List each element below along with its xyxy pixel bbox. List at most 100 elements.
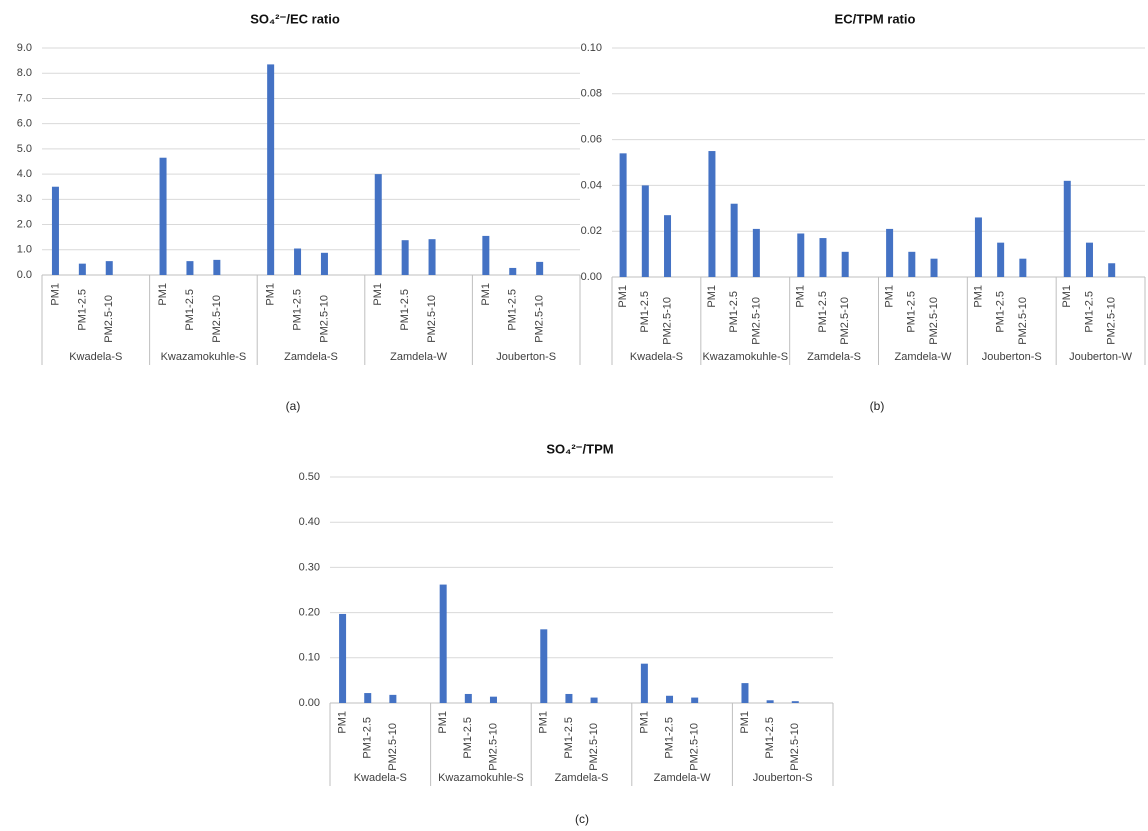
y-tick-label: 4.0 <box>17 168 32 180</box>
group-label: Kwazamokuhle-S <box>702 351 788 363</box>
bar <box>401 240 409 275</box>
y-tick-label: 0.00 <box>299 697 320 709</box>
bar <box>482 235 490 275</box>
group-label: Kwazamokuhle-S <box>438 772 524 784</box>
group-label: Jouberton-S <box>982 351 1042 363</box>
x-tick-label: PM1 <box>437 711 449 734</box>
y-tick-label: 0.04 <box>581 179 602 191</box>
x-tick-label: PM1 <box>795 285 807 308</box>
x-tick-label: PM2.5-10 <box>487 723 499 771</box>
x-tick-label: PM1 <box>617 285 629 308</box>
bar <box>741 683 749 703</box>
y-tick-label: 1.0 <box>17 244 32 256</box>
x-tick-label: PM1-2.5 <box>995 291 1007 333</box>
group-label: Zamdela-S <box>807 351 861 363</box>
bar <box>1108 263 1116 277</box>
y-tick-label: 0.00 <box>581 271 602 283</box>
y-tick-label: 0.06 <box>581 134 602 146</box>
y-tick-label: 0.10 <box>581 42 602 54</box>
x-tick-label: PM2.5-10 <box>426 295 438 343</box>
panel-label: (b) <box>870 399 885 413</box>
x-tick-label: PM1 <box>265 283 277 306</box>
bar <box>159 157 167 275</box>
x-tick-label: PM1-2.5 <box>563 717 575 759</box>
bar <box>565 693 573 703</box>
bar <box>105 261 113 275</box>
x-tick-label: PM1-2.5 <box>1083 291 1095 333</box>
y-tick-label: 3.0 <box>17 193 32 205</box>
x-tick-label: PM1-2.5 <box>399 289 411 331</box>
bar <box>213 259 221 275</box>
bar <box>797 233 805 277</box>
group-label: Kwazamokuhle-S <box>161 351 247 363</box>
bar <box>389 694 397 703</box>
bar <box>428 239 436 275</box>
chart-title: EC/TPM ratio <box>835 11 916 26</box>
bar <box>267 64 275 276</box>
bar <box>78 263 86 275</box>
group-label: Jouberton-S <box>753 772 813 784</box>
bar <box>464 693 472 703</box>
x-tick-label: PM1-2.5 <box>462 717 474 759</box>
panel-label: (c) <box>575 812 589 826</box>
x-tick-label: PM1-2.5 <box>663 717 675 759</box>
bar <box>1063 180 1071 277</box>
group-label: Jouberton-S <box>496 351 556 363</box>
bar <box>886 228 894 277</box>
y-tick-label: 0.10 <box>299 652 320 664</box>
y-tick-label: 0.02 <box>581 225 602 237</box>
y-tick-label: 0.40 <box>299 516 320 528</box>
x-tick-label: PM1 <box>336 711 348 734</box>
group-label: Zamdela-S <box>555 772 609 784</box>
bar <box>708 151 716 277</box>
y-tick-label: 0.0 <box>17 269 32 281</box>
bar <box>691 697 699 703</box>
x-tick-label: PM2.5-10 <box>789 723 801 771</box>
bar <box>664 215 672 277</box>
x-tick-label: PM1 <box>638 711 650 734</box>
x-tick-label: PM1-2.5 <box>906 291 918 333</box>
bar <box>294 248 302 275</box>
bar <box>619 153 627 277</box>
bar <box>1085 242 1093 277</box>
x-tick-label: PM1 <box>706 285 718 308</box>
bar <box>730 203 738 277</box>
bar <box>908 251 916 277</box>
x-tick-label: PM1-2.5 <box>76 289 88 331</box>
x-tick-label: PM1-2.5 <box>362 717 374 759</box>
x-tick-label: PM1 <box>538 711 550 734</box>
x-tick-label: PM2.5-10 <box>928 297 940 345</box>
x-tick-label: PM2.5-10 <box>318 295 330 343</box>
bar <box>997 242 1005 277</box>
y-tick-label: 0.08 <box>581 88 602 100</box>
y-tick-label: 2.0 <box>17 218 32 230</box>
x-tick-label: PM1-2.5 <box>291 289 303 331</box>
x-tick-label: PM2.5-10 <box>588 723 600 771</box>
bar <box>509 267 517 275</box>
x-tick-label: PM1-2.5 <box>764 717 776 759</box>
bar <box>540 629 548 703</box>
group-label: Zamdela-S <box>284 351 338 363</box>
bar <box>841 251 849 277</box>
x-tick-label: PM1 <box>480 283 492 306</box>
x-tick-label: PM1-2.5 <box>817 291 829 333</box>
bar <box>641 185 649 277</box>
bar <box>186 261 194 275</box>
y-tick-label: 5.0 <box>17 143 32 155</box>
bar <box>640 663 648 703</box>
bar <box>766 700 774 703</box>
x-tick-label: PM2.5-10 <box>387 723 399 771</box>
x-tick-label: PM2.5-10 <box>534 295 546 343</box>
bar <box>930 258 938 277</box>
x-tick-label: PM1 <box>1061 285 1073 308</box>
x-tick-label: PM2.5-10 <box>661 297 673 345</box>
group-label: Kwadela-S <box>354 772 407 784</box>
panel-label: (a) <box>286 399 301 413</box>
x-tick-label: PM2.5-10 <box>1106 297 1118 345</box>
bar <box>489 696 497 703</box>
group-label: Kwadela-S <box>630 351 683 363</box>
bar <box>320 252 328 275</box>
x-tick-label: PM2.5-10 <box>1017 297 1029 345</box>
group-label: Jouberton-W <box>1069 351 1133 363</box>
